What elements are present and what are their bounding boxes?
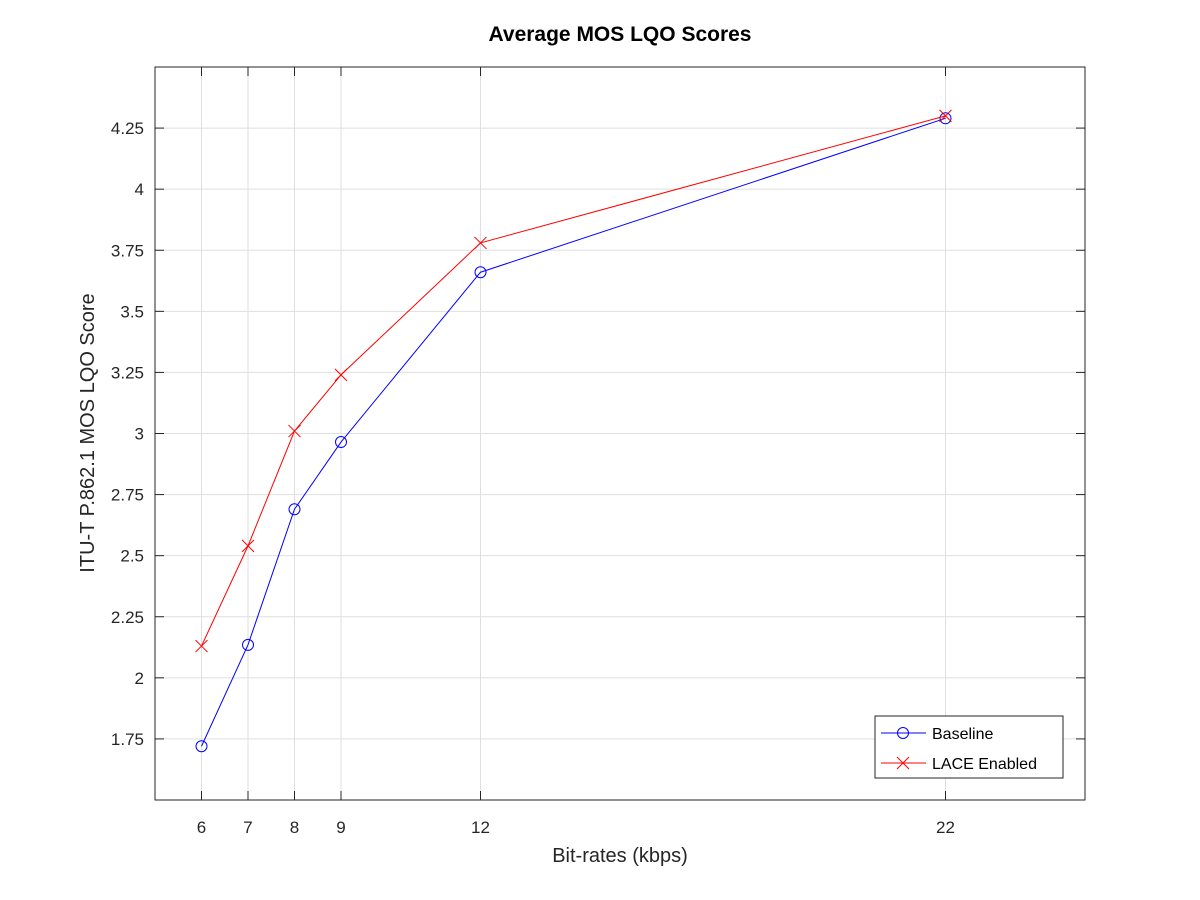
data-point-lace-enabled xyxy=(241,539,255,553)
legend-box xyxy=(874,715,1064,779)
y-tick-label: 3.5 xyxy=(120,302,144,321)
data-point-lace-enabled xyxy=(288,424,301,438)
series-line-baseline xyxy=(201,117,946,747)
y-tick-label: 2 xyxy=(135,669,144,688)
y-tick-label: 2.75 xyxy=(111,486,144,505)
axis-ticks: 6 7 8 9 12 22 1.75 2 2.25 2.5 2.75 3 3.25 3.5 3.75 4 4.2… xyxy=(111,67,1085,837)
data-point-lace-enabled xyxy=(474,236,487,250)
x-tick-label: 12 xyxy=(471,818,490,837)
x-tick-label: 8 xyxy=(290,818,299,837)
x-tick-label: 22 xyxy=(936,818,955,837)
y-axis-label: ITU-T P.862.1 MOS LQO Score xyxy=(77,293,99,572)
data-point-baseline xyxy=(195,740,208,753)
chart-title: Average MOS LQO Scores xyxy=(489,23,752,46)
y-tick-label: 3.25 xyxy=(111,363,144,382)
x-tick-label: 9 xyxy=(336,818,345,837)
legend-marker-baseline xyxy=(897,727,909,739)
series-group xyxy=(195,109,952,753)
series-lace-enabled xyxy=(195,109,952,653)
x-tick-label: 7 xyxy=(243,818,252,837)
legend: Baseline LACE Enabled xyxy=(874,715,1064,779)
x-axis-label: Bit-rates (kbps) xyxy=(552,845,688,867)
legend-label-lace-enabled: LACE Enabled xyxy=(932,756,1037,773)
data-point-baseline xyxy=(335,436,347,449)
data-point-baseline xyxy=(474,266,487,279)
x-tick-label: 6 xyxy=(197,818,206,837)
y-tick-label: 4.25 xyxy=(111,119,144,138)
data-point-baseline xyxy=(242,638,254,651)
data-point-lace-enabled xyxy=(334,368,348,382)
data-point-baseline xyxy=(288,503,301,516)
series-line-lace-enabled xyxy=(201,115,946,647)
legend-entry-lace-enabled: LACE Enabled xyxy=(881,756,1037,773)
y-tick-label: 2.5 xyxy=(120,547,144,566)
legend-entry-baseline: Baseline xyxy=(881,726,993,743)
data-point-lace-enabled xyxy=(939,109,952,123)
legend-label-baseline: Baseline xyxy=(932,726,993,743)
data-point-baseline xyxy=(939,112,952,125)
data-point-lace-enabled xyxy=(195,639,208,653)
y-tick-label: 2.25 xyxy=(111,608,144,627)
y-tick-label: 3.75 xyxy=(111,241,144,260)
y-tick-label: 3 xyxy=(135,425,144,444)
grid xyxy=(155,67,1085,800)
series-baseline xyxy=(195,112,952,753)
legend-marker-lace-enabled xyxy=(896,756,910,770)
y-tick-label: 4 xyxy=(135,180,144,199)
y-tick-label: 1.75 xyxy=(111,730,144,749)
